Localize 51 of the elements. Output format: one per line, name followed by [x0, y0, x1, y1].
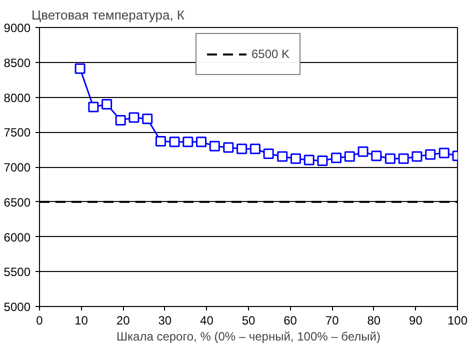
point: [169, 136, 180, 148]
point: [358, 146, 368, 157]
x-tick-label: 70: [325, 314, 340, 328]
y-tick-label: 8500: [4, 56, 31, 70]
y-tick-label: 7000: [4, 160, 31, 174]
y-axis-title: Цветовая температура, К: [32, 8, 185, 22]
point: [438, 148, 450, 158]
point: [102, 98, 112, 110]
point: [263, 148, 274, 159]
y-tick-label: 6500: [4, 195, 31, 210]
x-axis-title: Шкала серого, % (0% – черный, 100% – белый): [116, 330, 380, 344]
point: [304, 154, 314, 166]
point: [331, 152, 342, 164]
x-tick-label: 50: [242, 314, 256, 328]
point: [223, 142, 234, 153]
point: [196, 136, 207, 148]
x-tick-label: 20: [116, 314, 130, 328]
y-tick-label: 9000: [4, 21, 31, 35]
point: [371, 150, 382, 162]
y-tick-label: 6000: [4, 230, 31, 244]
y-tick-label: 5500: [4, 265, 31, 280]
x-tick-label: 10: [74, 314, 88, 328]
point: [236, 144, 248, 154]
point: [250, 144, 260, 154]
point: [115, 115, 126, 126]
point: [277, 151, 288, 162]
point: [384, 153, 396, 164]
x-tick-label: 40: [200, 314, 214, 328]
x-tick-label: 30: [158, 314, 172, 328]
x-tick-label: 80: [367, 314, 381, 328]
point: [290, 153, 301, 164]
point: [317, 155, 328, 166]
point: [425, 149, 436, 160]
x-tick-label: 100: [447, 314, 468, 328]
legend-label: 6500 K: [251, 47, 290, 61]
x-tick-label: 0: [36, 314, 44, 328]
point: [74, 63, 86, 74]
point: [155, 136, 166, 146]
x-tick-label: 90: [409, 314, 423, 328]
point: [398, 153, 409, 164]
point: [209, 140, 220, 152]
y-tick-label: 7500: [4, 126, 31, 140]
point: [128, 112, 140, 123]
y-tick-label: 5000: [4, 300, 31, 314]
point: [412, 151, 422, 162]
point: [142, 114, 153, 124]
point: [182, 136, 194, 148]
x-tick-label: 60: [284, 314, 298, 328]
point: [344, 151, 355, 162]
point: [88, 102, 99, 112]
y-tick-label: 8000: [4, 90, 31, 105]
